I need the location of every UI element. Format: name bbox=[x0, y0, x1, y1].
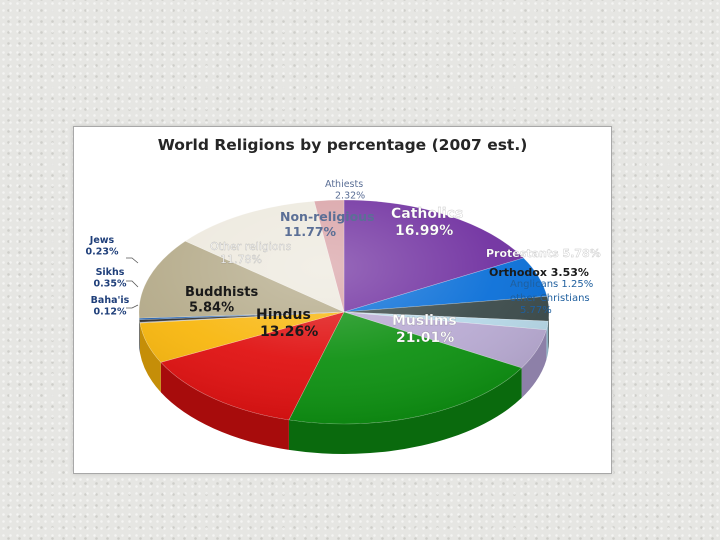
pie-gloss bbox=[139, 200, 549, 424]
slice-label-other-christians: other Christians 5.77% bbox=[510, 293, 590, 316]
pie-side-muslims bbox=[288, 367, 522, 454]
pie-side-buddhists bbox=[139, 323, 161, 393]
slice-label-anglicans: Anglicans 1.25% bbox=[510, 279, 593, 290]
slice-label-value: 16.99% bbox=[395, 223, 453, 239]
slice-label-name: Sikhs bbox=[96, 267, 125, 278]
slice-label-sikhs: Sikhs 0.35% bbox=[94, 267, 127, 289]
pie-chart: Catholics 16.99% Protestants 5.78% Orthodox… bbox=[86, 179, 601, 454]
slice-label-buddhists: Buddhists 5.84% bbox=[185, 285, 258, 316]
slice-label-value: 5.84% bbox=[189, 301, 234, 316]
slice-label-name: Other religions bbox=[210, 240, 292, 253]
slice-label-name: Non-religious bbox=[280, 209, 375, 224]
slice-label-name: Catholics bbox=[391, 206, 463, 222]
chart-frame: World Religions by percentage (2007 est.… bbox=[73, 126, 612, 474]
slice-label-muslims: Muslims 21.01% bbox=[392, 313, 457, 346]
slice-label-baha-is: Baha'is 0.12% bbox=[91, 295, 130, 317]
slice-label-name: Jews bbox=[89, 235, 115, 246]
slice-label-value: 11.77% bbox=[284, 224, 337, 239]
slice-label-value: 0.35% bbox=[94, 278, 127, 289]
slice-label-hindus: Hindus 13.26% bbox=[256, 307, 318, 340]
pie-side-anglicans bbox=[546, 321, 549, 360]
slice-label-jews: Jews 0.23% bbox=[86, 235, 119, 257]
slice-label-other-religions: Other religions 11.78% bbox=[210, 240, 292, 266]
slice-label-non-religious: Non-religious 11.77% bbox=[280, 209, 375, 239]
leader-line-baha-is bbox=[126, 304, 139, 309]
pie-side-other-christians bbox=[521, 329, 547, 398]
slice-label-catholics: Catholics 16.99% bbox=[391, 206, 463, 239]
slice-label-name: Muslims bbox=[392, 313, 457, 329]
slice-label-orthodox: Orthodox 3.53% bbox=[489, 266, 589, 279]
slice-label-name: Hindus bbox=[256, 307, 311, 323]
slice-label-name: other Christians bbox=[510, 293, 590, 304]
slice-label-protestants: Protestants 5.78% bbox=[486, 247, 601, 260]
leader-line-sikhs bbox=[126, 280, 139, 288]
leader-line-jews bbox=[126, 257, 139, 264]
slice-label-name: Buddhists bbox=[185, 285, 258, 300]
slice-label-name: Athiests bbox=[325, 179, 363, 190]
slice-label-value: 13.26% bbox=[260, 324, 318, 340]
slice-label-value: 0.23% bbox=[86, 246, 119, 257]
chart-title: World Religions by percentage (2007 est.… bbox=[157, 136, 528, 154]
slice-label-value: 5.77% bbox=[520, 305, 552, 316]
slice-label-value: 2.32% bbox=[335, 190, 365, 201]
pie-side-orthodox bbox=[548, 312, 549, 352]
slice-label-athiests: Athiests 2.32% bbox=[325, 179, 365, 201]
slice-label-value: 21.01% bbox=[396, 330, 454, 346]
slice-label-value: 11.78% bbox=[220, 253, 262, 266]
pie-side-hindus bbox=[160, 362, 289, 450]
slice-label-name: Baha'is bbox=[91, 295, 130, 306]
slice-label-value: 0.12% bbox=[94, 306, 127, 317]
